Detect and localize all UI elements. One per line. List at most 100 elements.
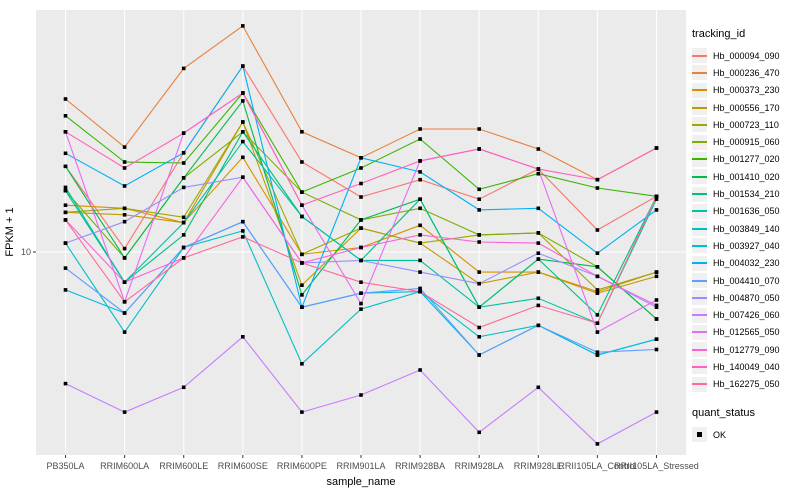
legend-line-swatch: [692, 169, 707, 185]
line-swatch-icon: [692, 262, 707, 265]
legend-item: Hb_000723_110: [692, 116, 798, 133]
x-tick-label: RRIM600PE: [276, 461, 327, 471]
data-point-marker: [300, 190, 304, 194]
legend-item-label: Hb_001636_050: [713, 206, 780, 217]
data-point-marker: [654, 146, 659, 150]
data-point-marker: [595, 265, 600, 269]
data-point-marker: [241, 64, 245, 68]
data-point-marker: [654, 274, 659, 279]
line-swatch-icon: [692, 89, 707, 92]
data-point-marker: [477, 208, 481, 212]
data-point-marker: [241, 99, 245, 103]
line-swatch-icon: [692, 71, 707, 74]
legend-item: Hb_000236_470: [692, 64, 798, 81]
legend-item: Hb_001534_210: [692, 185, 798, 202]
data-point-marker: [359, 291, 363, 295]
data-point-marker: [418, 286, 422, 291]
data-point-marker: [241, 335, 245, 339]
x-tick-label: PB350LA: [46, 461, 85, 471]
line-swatch-icon: [692, 141, 707, 144]
data-point-marker: [536, 251, 541, 255]
y-axis-title: FPKM + 1: [4, 207, 16, 257]
data-point-marker: [477, 127, 481, 131]
line-swatch-icon: [692, 106, 707, 109]
data-point-marker: [181, 161, 186, 165]
data-point-marker: [241, 229, 245, 233]
data-point-marker: [477, 325, 481, 330]
data-point-marker: [418, 258, 422, 263]
data-point-marker: [359, 280, 363, 284]
legend-line-swatch: [692, 238, 707, 254]
legend-quant-status: quant_status OK: [692, 407, 798, 443]
data-point-marker: [418, 159, 422, 163]
x-tick-label: RRII105LA_Control: [558, 461, 637, 471]
data-point-marker: [241, 155, 245, 160]
data-point-marker: [63, 218, 68, 222]
data-point-marker: [122, 256, 127, 260]
data-point-marker: [122, 166, 127, 170]
line-swatch-icon: [692, 279, 707, 282]
data-point-marker: [122, 280, 127, 284]
legend-item-label: Hb_004410_070: [713, 275, 780, 286]
legend-line-swatch: [692, 203, 707, 219]
data-point-marker: [359, 166, 363, 170]
legend-item: Hb_003927_040: [692, 237, 798, 254]
data-point-marker: [536, 206, 541, 211]
line-swatch-icon: [692, 210, 707, 213]
data-point-marker: [359, 258, 363, 263]
data-point-marker: [418, 289, 422, 294]
legend-item: Hb_007426_060: [692, 306, 798, 323]
legend-item: Hb_000915_060: [692, 133, 798, 150]
data-point-marker: [595, 186, 600, 190]
legend-item-label: Hb_000556_170: [713, 102, 780, 113]
legend-item-label: Hb_012565_050: [713, 327, 780, 338]
legend-item-label: Hb_001534_210: [713, 189, 780, 200]
legend-line-swatch: [692, 48, 707, 64]
legend-item-label: Hb_140049_040: [713, 361, 780, 372]
data-point-marker: [241, 175, 245, 179]
x-tick-label: RRIM600SE: [217, 461, 268, 471]
data-point-marker: [63, 288, 68, 292]
data-point-marker: [181, 245, 186, 250]
data-point-marker: [122, 184, 127, 188]
legend: tracking_id Hb_000094_090 Hb_000236_470 Hb…: [692, 28, 798, 443]
data-point-marker: [418, 137, 422, 141]
data-point-marker: [477, 305, 481, 309]
data-point-marker: [418, 241, 422, 245]
data-point-marker: [654, 303, 659, 308]
data-point-marker: [241, 120, 245, 124]
legend-line-swatch: [692, 151, 707, 167]
data-point-marker: [477, 281, 481, 286]
x-tick-label: RRIM928LA: [454, 461, 504, 471]
legend-item-label: Hb_000236_470: [713, 67, 780, 78]
line-swatch-icon: [692, 123, 707, 126]
legend-item-label: OK: [713, 429, 727, 440]
data-point-marker: [595, 274, 600, 279]
legend-item: Hb_012779_090: [692, 341, 798, 358]
data-point-marker: [654, 298, 659, 302]
data-point-marker: [181, 385, 186, 390]
data-point-marker: [418, 197, 422, 201]
y-tick-label: 10: [20, 246, 31, 257]
data-point-marker: [359, 301, 363, 306]
line-swatch-icon: [692, 331, 707, 334]
legend-line-swatch: [692, 186, 707, 202]
data-point-marker: [477, 335, 481, 339]
legend-item: Hb_004032_230: [692, 255, 798, 272]
legend-line-swatch: [692, 307, 707, 323]
legend-line-swatch: [692, 324, 707, 340]
legend-line-swatch: [692, 65, 707, 81]
data-point-marker: [63, 151, 68, 156]
data-point-marker: [595, 321, 600, 325]
data-point-marker: [418, 177, 422, 182]
data-point-marker: [418, 368, 422, 372]
data-point-marker: [359, 245, 363, 250]
data-point-marker: [300, 261, 304, 265]
data-point-marker: [418, 170, 422, 174]
legend-item: Hb_004410_070: [692, 272, 798, 289]
data-point-marker: [359, 226, 363, 230]
legend-item: Hb_000373_230: [692, 82, 798, 99]
data-point-marker: [477, 187, 481, 192]
data-point-marker: [654, 347, 659, 352]
